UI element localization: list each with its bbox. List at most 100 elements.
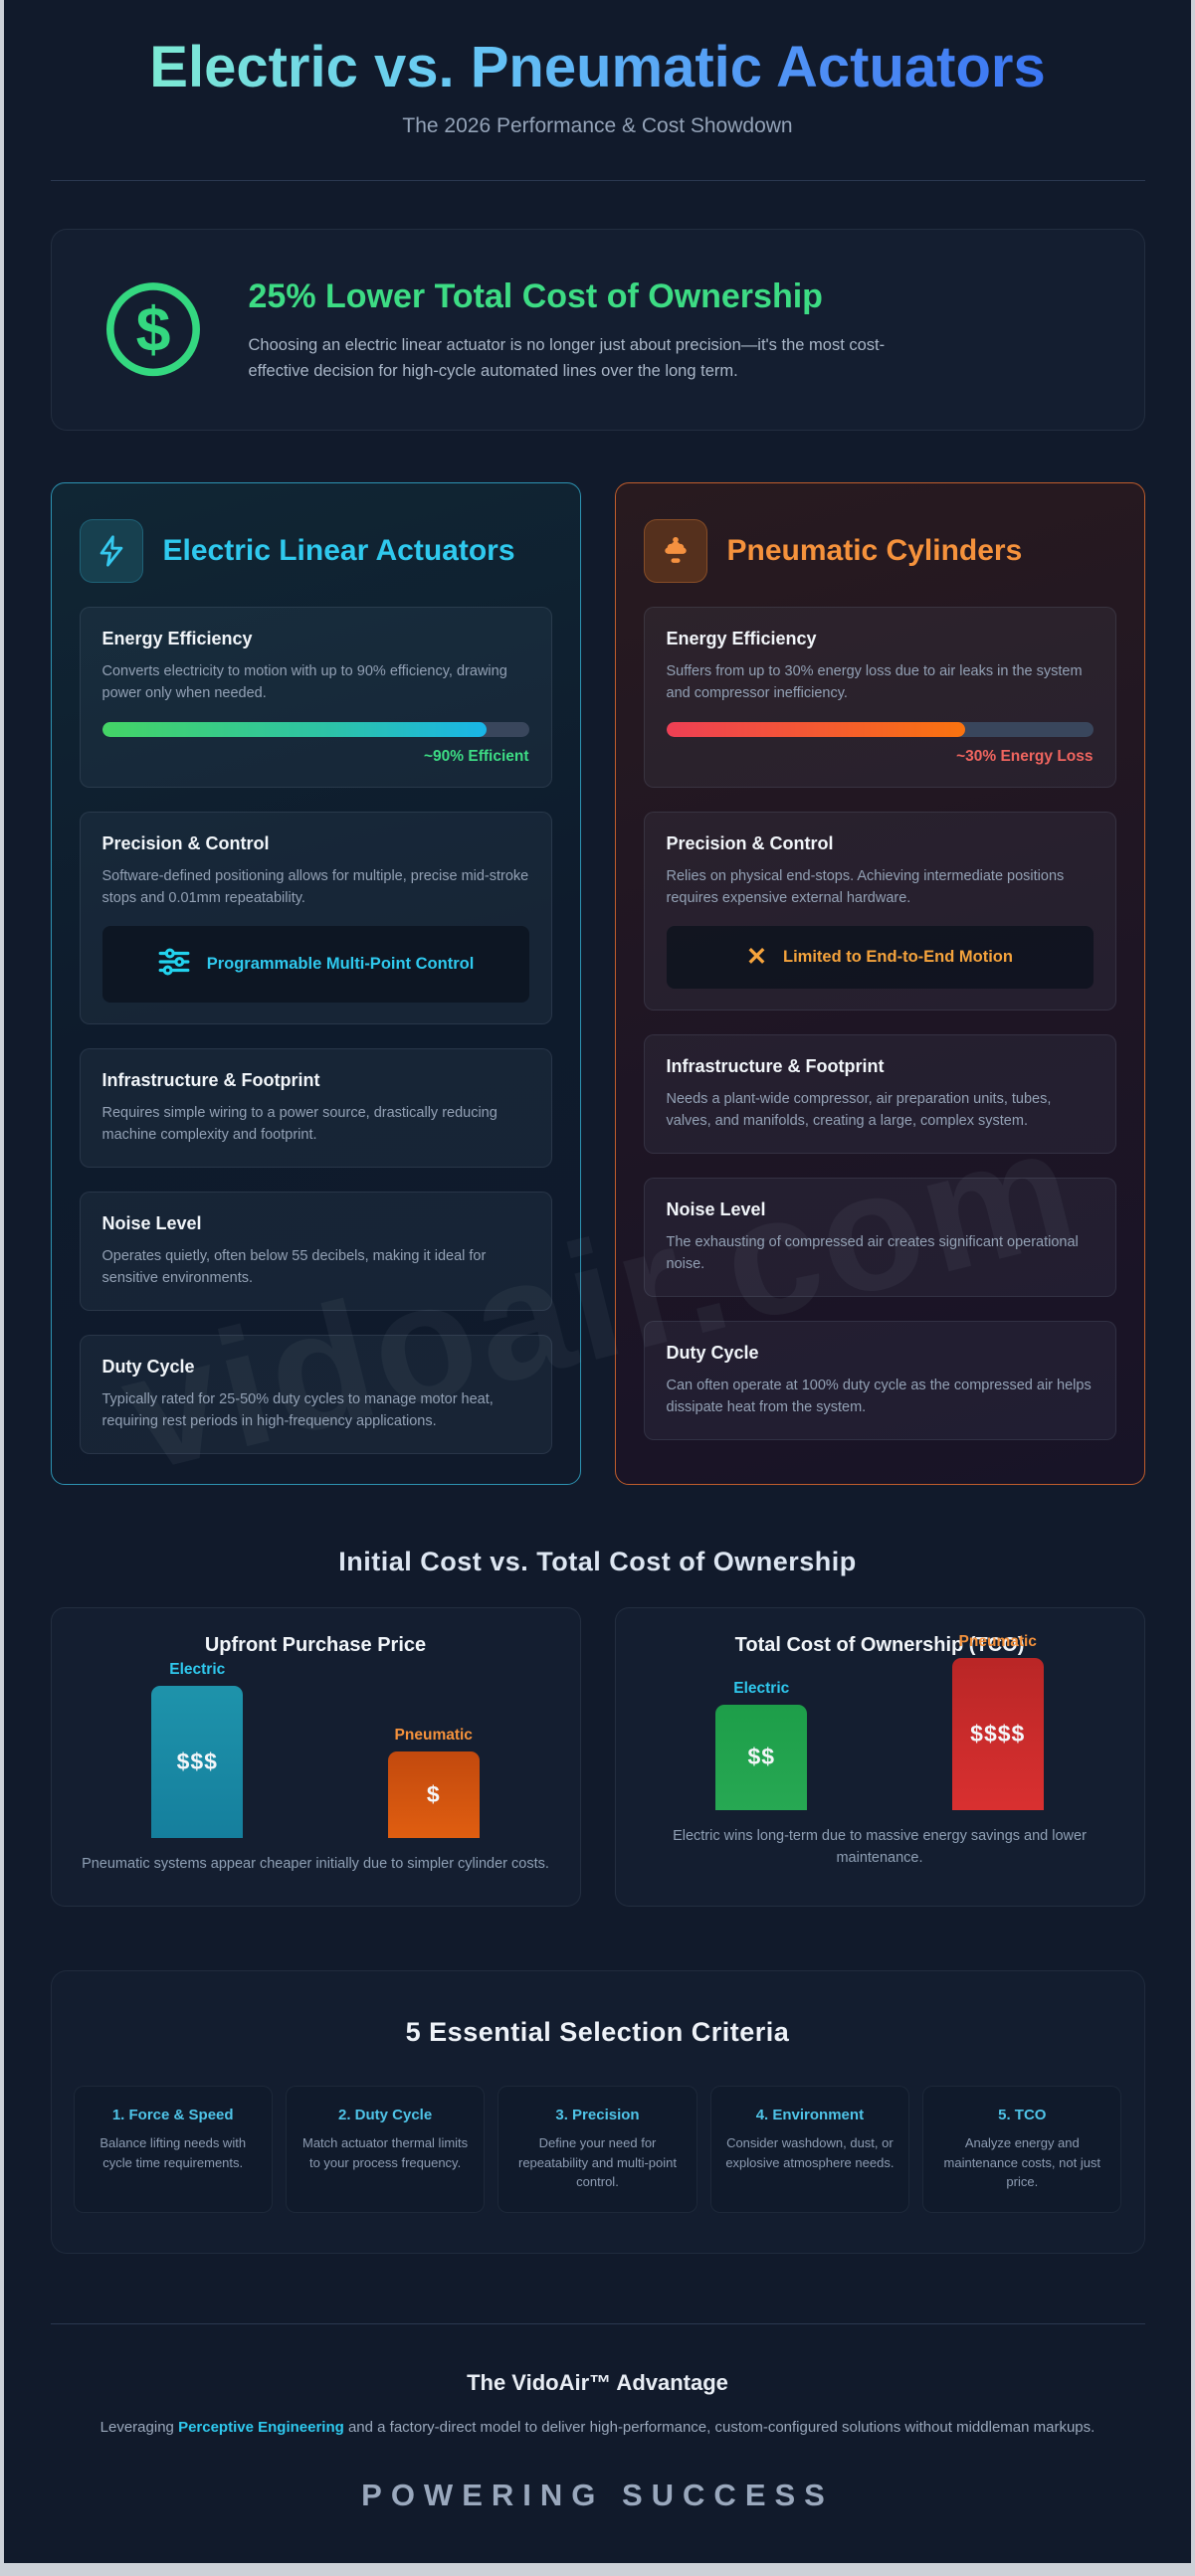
hero-heading: 25% Lower Total Cost of Ownership: [248, 276, 823, 315]
upfront-electric-column: Electric $$$: [151, 1661, 244, 1839]
criterion-environment: 4. Environment Consider washdown, dust, …: [709, 2086, 910, 2213]
tco-electric-column: Electric $$: [715, 1633, 808, 1811]
upfront-caption: Pneumatic systems appear cheaper initial…: [82, 1856, 549, 1873]
bar-label: Pneumatic: [394, 1727, 473, 1745]
pneumatic-infrastructure-card: Infrastructure & Footprint Needs a plant…: [643, 1034, 1116, 1155]
hero-content: 25% Lower Total Cost of Ownership Choosi…: [249, 276, 945, 385]
feature-body: Suffers from up to 30% energy loss due t…: [666, 663, 1083, 702]
electric-energy-card: Energy Efficiency Converts electricity t…: [79, 607, 552, 789]
electric-infrastructure-card: Infrastructure & Footprint Requires simp…: [79, 1048, 552, 1169]
bar-value: $: [426, 1781, 441, 1808]
criterion-tco: 5. TCO Analyze energy and maintenance co…: [922, 2086, 1122, 2213]
feature-body: Relies on physical end-stops. Achieving …: [666, 868, 1065, 907]
footer-body-suffix: and a factory-direct model to deliver hi…: [343, 2418, 1095, 2436]
feature-title: Duty Cycle: [666, 1343, 759, 1364]
feature-body: Software-defined positioning allows for …: [101, 868, 529, 907]
criterion-title: 4. Environment: [755, 2107, 865, 2124]
pneumatic-panel-header: Pneumatic Cylinders: [643, 519, 1116, 583]
criterion-body: Analyze energy and maintenance costs, no…: [943, 2135, 1101, 2190]
tco-pneumatic-bar: $$$$: [951, 1658, 1044, 1811]
criterion-body: Define your need for repeatability and m…: [518, 2135, 677, 2190]
tagline: POWERING SUCCESS: [361, 2477, 834, 2512]
pneumatic-panel-title: Pneumatic Cylinders: [726, 533, 1023, 567]
hero-body: Choosing an electric linear actuator is …: [248, 336, 886, 380]
tco-chart: Electric $$ Pneumatic $$$$: [644, 1633, 1116, 1811]
feature-body: Converts electricity to motion with up t…: [101, 663, 507, 702]
energy-loss-bar-fill: [666, 722, 965, 738]
footer-divider: [50, 2322, 1145, 2324]
feature-body: Requires simple wiring to a power source…: [101, 1105, 498, 1144]
feature-title: Energy Efficiency: [666, 629, 817, 648]
efficiency-bar-label: ~90% Efficient: [423, 748, 529, 766]
page-subtitle: The 2026 Performance & Cost Showdown: [402, 114, 793, 137]
electric-panel-header: Electric Linear Actuators: [79, 519, 552, 583]
criterion-precision: 3. Precision Define your need for repeat…: [498, 2086, 697, 2213]
criterion-body: Match actuator thermal limits to your pr…: [302, 2135, 469, 2170]
upfront-price-card: Upfront Purchase Price Electric $$$ Pneu…: [50, 1607, 581, 1908]
electric-precision-card: Precision & Control Software-defined pos…: [79, 812, 552, 1025]
lightning-bolt-icon: [79, 519, 143, 583]
feature-title: Noise Level: [101, 1213, 202, 1234]
x-icon: ✕: [746, 943, 767, 972]
header: Electric vs. Pneumatic Actuators The 202…: [4, 0, 1191, 138]
feature-body: The exhausting of compressed air creates…: [666, 1234, 1079, 1273]
feature-title: Infrastructure & Footprint: [666, 1056, 885, 1077]
cost-section-title: Initial Cost vs. Total Cost of Ownership: [338, 1547, 857, 1577]
cost-cards: Upfront Purchase Price Electric $$$ Pneu…: [50, 1607, 1145, 1908]
tco-card: Total Cost of Ownership (TCO) Electric $…: [614, 1607, 1145, 1908]
tco-title: Total Cost of Ownership (TCO): [734, 1634, 1025, 1657]
bar-value: $$$: [176, 1748, 218, 1775]
pneumatic-panel: Pneumatic Cylinders Energy Efficiency Su…: [614, 482, 1145, 1486]
sliders-icon: [157, 945, 191, 984]
pneumatic-duty-card: Duty Cycle Can often operate at 100% dut…: [643, 1321, 1116, 1441]
header-divider: [50, 180, 1145, 181]
hero-card: $ 25% Lower Total Cost of Ownership Choo…: [50, 229, 1145, 431]
criterion-duty-cycle: 2. Duty Cycle Match actuator thermal lim…: [285, 2086, 486, 2213]
feature-title: Energy Efficiency: [101, 629, 253, 648]
perceptive-engineering-link[interactable]: Perceptive Engineering: [178, 2418, 344, 2436]
feature-body: Needs a plant-wide compressor, air prepa…: [666, 1091, 1052, 1130]
bar-value: $$: [747, 1744, 776, 1770]
upfront-title: Upfront Purchase Price: [204, 1634, 427, 1657]
criteria-title: 5 Essential Selection Criteria: [405, 2017, 790, 2048]
criterion-title: 1. Force & Speed: [111, 2107, 234, 2124]
upfront-chart: Electric $$$ Pneumatic $: [80, 1661, 552, 1839]
bar-label: Electric: [733, 1679, 790, 1697]
electric-highlight-label: Programmable Multi-Point Control: [206, 954, 475, 973]
bar-label: Electric: [169, 1661, 226, 1679]
footer-body-prefix: Leveraging: [100, 2418, 179, 2436]
feature-title: Precision & Control: [666, 833, 834, 854]
electric-panel-title: Electric Linear Actuators: [162, 533, 515, 567]
pneumatic-energy-card: Energy Efficiency Suffers from up to 30%…: [643, 607, 1116, 789]
tco-pneumatic-column: Pneumatic $$$$: [951, 1633, 1044, 1811]
criterion-title: 2. Duty Cycle: [337, 2107, 433, 2124]
tco-caption: Electric wins long-term due to massive e…: [673, 1828, 1087, 1867]
upfront-pneumatic-column: Pneumatic $: [387, 1661, 480, 1839]
criterion-title: 5. TCO: [998, 2107, 1047, 2124]
infographic-page: vidoair.com Electric vs. Pneumatic Actua…: [4, 0, 1191, 2563]
pneumatic-highlight: ✕ Limited to End-to-End Motion: [666, 926, 1094, 990]
feature-body: Can often operate at 100% duty cycle as …: [666, 1378, 1092, 1416]
feature-title: Duty Cycle: [101, 1357, 195, 1378]
electric-noise-card: Noise Level Operates quietly, often belo…: [79, 1192, 552, 1312]
criteria-section: 5 Essential Selection Criteria 1. Force …: [50, 1970, 1145, 2254]
upfront-pneumatic-bar: $: [387, 1751, 480, 1839]
footer-body: Leveraging Perceptive Engineering and a …: [71, 2416, 1125, 2440]
electric-highlight: Programmable Multi-Point Control: [101, 926, 529, 1004]
criterion-body: Balance lifting needs with cycle time re…: [100, 2135, 247, 2170]
tco-electric-bar: $$: [715, 1704, 808, 1811]
footer-title: The VidoAir™ Advantage: [467, 2369, 728, 2395]
dollar-circle-icon: $: [100, 274, 207, 386]
electric-panel: Electric Linear Actuators Energy Efficie…: [50, 482, 581, 1486]
pneumatic-noise-card: Noise Level The exhausting of compressed…: [643, 1178, 1116, 1298]
feature-title: Infrastructure & Footprint: [101, 1070, 320, 1091]
criterion-title: 3. Precision: [555, 2107, 640, 2124]
energy-loss-bar-label: ~30% Energy Loss: [956, 748, 1094, 766]
efficiency-bar-fill: [101, 722, 487, 738]
bar-value: $$$$: [970, 1721, 1026, 1748]
piston-icon: [643, 519, 707, 583]
pneumatic-precision-card: Precision & Control Relies on physical e…: [643, 812, 1116, 1012]
upfront-electric-bar: $$$: [151, 1686, 244, 1839]
feature-body: Typically rated for 25-50% duty cycles t…: [101, 1391, 494, 1430]
criteria-grid: 1. Force & Speed Balance lifting needs w…: [73, 2086, 1122, 2213]
